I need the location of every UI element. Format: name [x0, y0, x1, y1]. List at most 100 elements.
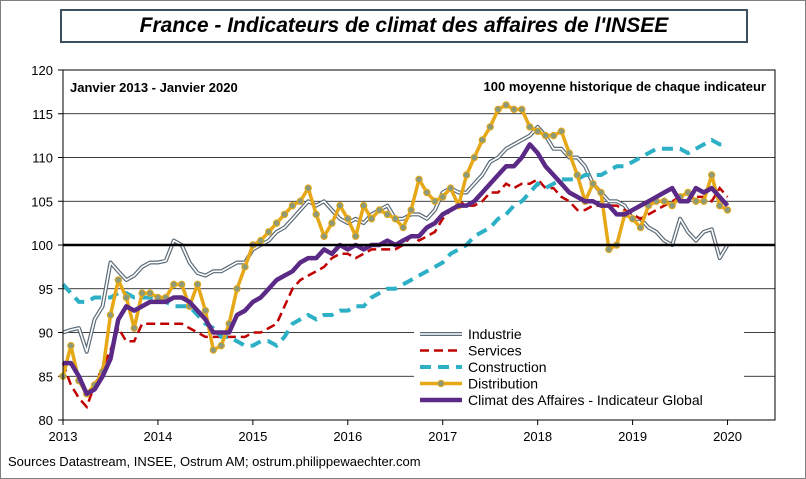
series-3-point-53: [478, 136, 487, 144]
y-tick-label-95: 95: [39, 282, 53, 297]
y-tick-label-115: 115: [32, 107, 53, 122]
series-3-point-56: [502, 101, 510, 109]
series-3-point-1: [67, 341, 75, 350]
series-3-point-57: [510, 105, 518, 114]
series-3-point-38: [359, 201, 368, 210]
series-3-point-64: [565, 149, 573, 157]
series-3-point-31: [304, 184, 312, 192]
series-3-point-34: [328, 219, 336, 227]
series-3-point-73: [636, 223, 645, 232]
chart-title: France - Indicateurs de climat des affai…: [139, 14, 669, 37]
x-tick-label-2017: 2017: [428, 429, 457, 444]
series-3-point-36: [344, 215, 352, 223]
y-tick-label-105: 105: [31, 194, 53, 209]
series-3-point-83: [715, 201, 724, 210]
series-3-point-52: [470, 153, 479, 162]
y-axis-ticks: 80 85 90 95 100 105 110 115 120: [31, 63, 63, 428]
series-3-point-10: [138, 289, 146, 297]
series-3-point-46: [423, 188, 431, 197]
legend-label-2: Construction: [468, 359, 547, 375]
series-3-point-45: [415, 175, 423, 184]
series-3-point-47: [431, 197, 439, 205]
y-tick-label-100: 100: [31, 238, 53, 253]
series-3-point-7: [114, 276, 123, 284]
legend-label-3: Distribution: [468, 376, 538, 392]
series-3-point-18: [201, 306, 210, 315]
series-3-point-54: [486, 123, 494, 131]
series-3-point-26: [265, 228, 273, 236]
series-3-point-49: [446, 184, 455, 192]
series-3-point-20: [217, 341, 225, 350]
series-3-point-80: [692, 197, 700, 205]
x-tick-label-2013: 2013: [49, 429, 78, 444]
series-0-line-inner: [62, 126, 729, 353]
y-tick-label-90: 90: [39, 326, 53, 341]
x-tick-label-2019: 2019: [618, 429, 647, 444]
series-3-point-14: [170, 280, 178, 289]
legend-label-1: Services: [468, 343, 522, 359]
series-3-point-58: [518, 105, 526, 114]
series-3-point-43: [399, 223, 407, 232]
source-note: Sources Datastream, INSEE, Ostrum AM; os…: [8, 454, 421, 469]
series-3-point-28: [280, 210, 289, 219]
series-3-point-30: [296, 197, 305, 205]
legend-label-4: Climat des Affaires - Indicateur Global: [468, 392, 703, 408]
series-3-point-6: [106, 311, 115, 319]
series-3-point-55: [494, 105, 502, 114]
series-3-point-35: [336, 201, 344, 210]
y-tick-label-110: 110: [32, 151, 53, 166]
series-3-point-42: [391, 215, 399, 223]
series-3-point-17: [193, 280, 202, 289]
series-3-point-9: [130, 324, 138, 332]
legend-swatch-3-marker: [437, 379, 445, 388]
x-axis-ticks: 2013 2014 2015 2016 2017 2018 2019 2020: [49, 420, 742, 444]
series-3-point-32: [312, 210, 320, 219]
y-tick-label-85: 85: [39, 369, 53, 384]
series-2-line: [61, 137, 728, 349]
series-3-point-27: [272, 219, 281, 227]
series-3-point-65: [573, 171, 581, 179]
legend-label-0: Industrie: [468, 326, 522, 342]
x-tick-label-2018: 2018: [523, 429, 552, 444]
series-3-point-39: [367, 215, 376, 223]
series-3-point-61: [541, 131, 550, 140]
series-3-point-11: [146, 289, 154, 297]
series-3-point-29: [288, 201, 297, 210]
annotation-base: 100 moyenne historique de chaque indicat…: [484, 79, 766, 94]
x-tick-label-2016: 2016: [333, 429, 362, 444]
series-3-point-41: [383, 210, 392, 219]
series-0-line: [62, 124, 730, 354]
x-tick-label-2014: 2014: [143, 429, 172, 444]
legend-background: [414, 320, 744, 412]
series-3-point-77: [668, 201, 676, 210]
series-3-point-81: [700, 197, 708, 205]
series-3-point-72: [628, 215, 637, 223]
series-3-point-76: [660, 197, 668, 205]
series-3-point-33: [320, 232, 328, 240]
series-3-point-68: [597, 188, 605, 197]
series-3-point-19: [209, 346, 217, 354]
x-tick-label-2020: 2020: [713, 429, 742, 444]
series-3-point-8: [122, 293, 131, 302]
series-3-point-82: [707, 171, 716, 179]
annotation-period: Janvier 2013 - Janvier 2020: [70, 80, 238, 95]
y-tick-label-120: 120: [31, 63, 53, 78]
series-3-point-60: [533, 127, 542, 135]
x-tick-label-2015: 2015: [238, 429, 267, 444]
series-3-point-62: [549, 131, 558, 140]
axes: [62, 69, 776, 421]
series-3-point-51: [462, 171, 471, 179]
series-3-point-84: [723, 206, 732, 214]
series-3-point-37: [351, 232, 360, 240]
legend: IndustrieServicesConstructionDistributio…: [414, 320, 744, 412]
series-3-point-63: [557, 127, 566, 135]
y-tick-label-80: 80: [39, 413, 53, 428]
series-3-point-15: [177, 280, 186, 289]
series-3-point-23: [241, 263, 249, 271]
series-3-point-48: [439, 193, 447, 201]
series-3-point-69: [605, 245, 613, 254]
series-3-point-25: [257, 236, 265, 245]
title-box: France - Indicateurs de climat des affai…: [60, 9, 748, 43]
series-3-point-44: [407, 206, 415, 214]
series-3-point-59: [526, 123, 534, 131]
